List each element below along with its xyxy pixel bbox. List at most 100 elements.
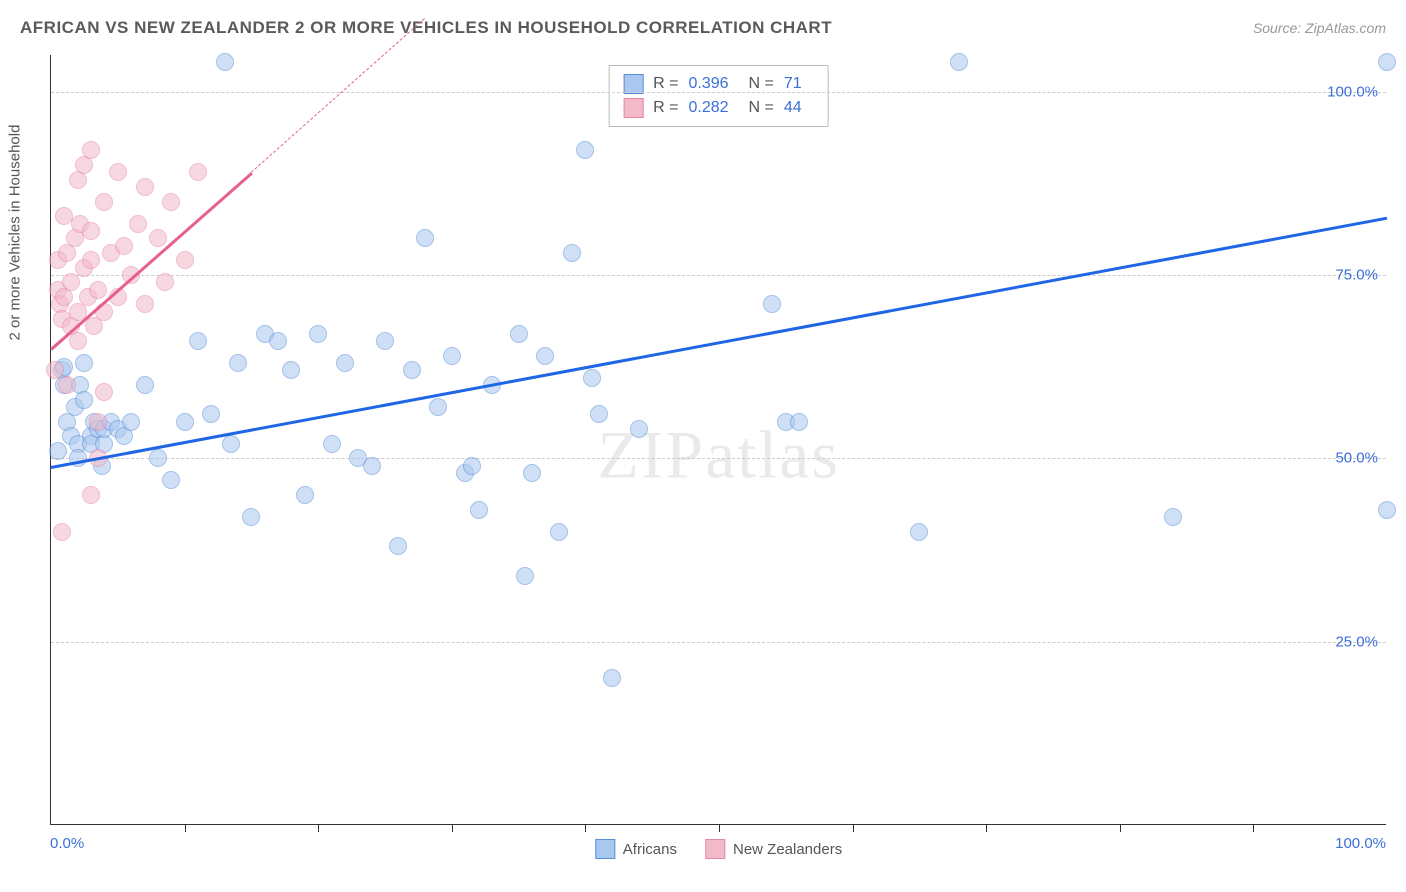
data-point <box>136 295 154 313</box>
x-tick <box>318 824 319 832</box>
data-point <box>162 193 180 211</box>
data-point <box>149 229 167 247</box>
data-point <box>222 435 240 453</box>
data-point <box>630 420 648 438</box>
data-point <box>563 244 581 262</box>
data-point <box>229 354 247 372</box>
data-point <box>463 457 481 475</box>
data-point <box>176 413 194 431</box>
data-point <box>416 229 434 247</box>
data-point <box>590 405 608 423</box>
y-tick-label: 25.0% <box>1335 633 1378 650</box>
data-point <box>82 222 100 240</box>
x-tick-label-0: 0.0% <box>50 835 84 852</box>
x-tick <box>1253 824 1254 832</box>
n-label: N = <box>749 99 774 117</box>
data-point <box>429 398 447 416</box>
trend-line <box>251 18 425 173</box>
data-point <box>202 405 220 423</box>
data-point <box>1378 53 1396 71</box>
data-point <box>82 141 100 159</box>
data-point <box>296 486 314 504</box>
data-point <box>115 237 133 255</box>
data-point <box>1164 508 1182 526</box>
data-point <box>89 413 107 431</box>
y-axis-label: 2 or more Vehicles in Household <box>7 125 24 341</box>
data-point <box>550 523 568 541</box>
data-point <box>53 523 71 541</box>
x-tick <box>853 824 854 832</box>
legend-swatch <box>623 98 643 118</box>
x-tick <box>719 824 720 832</box>
x-axis-labels: 0.0% 100.0% <box>50 835 1386 865</box>
data-point <box>109 163 127 181</box>
data-point <box>790 413 808 431</box>
stats-legend-box: R =0.396N =71R =0.282N =44 <box>608 65 829 127</box>
data-point <box>309 325 327 343</box>
data-point <box>510 325 528 343</box>
data-point <box>336 354 354 372</box>
data-point <box>95 193 113 211</box>
data-point <box>122 413 140 431</box>
data-point <box>376 332 394 350</box>
r-label: R = <box>653 75 678 93</box>
data-point <box>282 361 300 379</box>
data-point <box>149 449 167 467</box>
data-point <box>242 508 260 526</box>
r-value: 0.396 <box>689 75 739 93</box>
data-point <box>189 163 207 181</box>
data-point <box>189 332 207 350</box>
y-tick-label: 75.0% <box>1335 267 1378 284</box>
data-point <box>516 567 534 585</box>
data-point <box>323 435 341 453</box>
x-tick <box>986 824 987 832</box>
data-point <box>75 391 93 409</box>
grid-line <box>51 642 1386 643</box>
x-tick <box>585 824 586 832</box>
n-label: N = <box>749 75 774 93</box>
data-point <box>576 141 594 159</box>
data-point <box>470 501 488 519</box>
data-point <box>583 369 601 387</box>
grid-line <box>51 92 1386 93</box>
data-point <box>89 281 107 299</box>
data-point <box>95 383 113 401</box>
data-point <box>136 376 154 394</box>
data-point <box>82 486 100 504</box>
data-point <box>910 523 928 541</box>
chart-title: AFRICAN VS NEW ZEALANDER 2 OR MORE VEHIC… <box>20 18 832 38</box>
data-point <box>536 347 554 365</box>
data-point <box>75 354 93 372</box>
data-point <box>950 53 968 71</box>
data-point <box>443 347 461 365</box>
data-point <box>156 273 174 291</box>
data-point <box>603 669 621 687</box>
x-tick <box>185 824 186 832</box>
data-point <box>523 464 541 482</box>
y-tick-label: 100.0% <box>1327 83 1378 100</box>
data-point <box>389 537 407 555</box>
stats-row: R =0.282N =44 <box>623 96 814 120</box>
data-point <box>363 457 381 475</box>
x-tick <box>452 824 453 832</box>
source-label: Source: ZipAtlas.com <box>1253 20 1386 36</box>
grid-line <box>51 458 1386 459</box>
n-value: 71 <box>784 75 814 93</box>
data-point <box>763 295 781 313</box>
data-point <box>176 251 194 269</box>
data-point <box>85 317 103 335</box>
data-point <box>269 332 287 350</box>
data-point <box>69 332 87 350</box>
data-point <box>136 178 154 196</box>
data-point <box>49 442 67 460</box>
grid-line <box>51 275 1386 276</box>
x-tick <box>1120 824 1121 832</box>
n-value: 44 <box>784 99 814 117</box>
plot-area: ZIPatlas R =0.396N =71R =0.282N =44 Afri… <box>50 55 1386 825</box>
data-point <box>129 215 147 233</box>
trend-line <box>51 216 1388 468</box>
data-point <box>82 251 100 269</box>
data-point <box>162 471 180 489</box>
data-point <box>216 53 234 71</box>
data-point <box>1378 501 1396 519</box>
